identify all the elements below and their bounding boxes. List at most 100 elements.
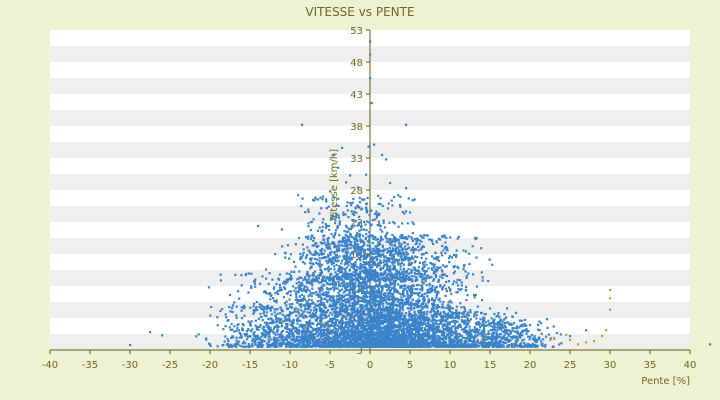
data-point — [369, 289, 373, 293]
data-point — [327, 291, 330, 294]
data-point — [393, 290, 396, 293]
data-point — [349, 298, 353, 301]
data-point — [349, 325, 352, 328]
data-point — [388, 241, 392, 245]
data-point — [360, 341, 363, 344]
data-point — [329, 295, 333, 298]
data-point — [432, 299, 436, 303]
data-point — [422, 301, 425, 305]
data-point — [275, 301, 278, 304]
data-point — [368, 312, 371, 315]
data-point — [375, 289, 378, 292]
data-point — [339, 336, 342, 339]
data-point — [377, 287, 380, 291]
data-point — [321, 278, 324, 281]
data-point — [436, 258, 439, 261]
data-point — [298, 270, 301, 273]
data-point — [469, 335, 472, 338]
data-point — [449, 299, 452, 303]
data-point — [319, 323, 322, 326]
data-point — [371, 323, 374, 326]
data-point — [315, 343, 318, 346]
data-point — [439, 300, 442, 303]
data-point — [359, 289, 362, 292]
data-point — [300, 276, 303, 280]
data-point — [322, 301, 325, 304]
data-point — [341, 314, 344, 317]
data-point — [333, 314, 337, 318]
data-point — [242, 304, 246, 307]
data-point — [320, 307, 323, 311]
data-point — [441, 319, 444, 322]
data-point — [228, 305, 231, 309]
data-point — [369, 300, 372, 303]
data-point — [364, 237, 367, 241]
data-point — [374, 333, 377, 336]
data-point — [400, 254, 403, 258]
data-point — [382, 279, 386, 282]
data-point — [439, 336, 442, 339]
data-point — [392, 235, 396, 239]
data-point — [383, 344, 386, 347]
data-point — [439, 275, 442, 278]
data-point — [267, 282, 270, 285]
data-point — [336, 330, 339, 333]
data-point — [383, 342, 386, 345]
data-point — [413, 307, 416, 310]
data-point — [426, 318, 429, 321]
x-tick-label: 5 — [407, 360, 413, 371]
data-point — [411, 284, 414, 288]
data-point — [387, 287, 390, 290]
data-point — [399, 302, 402, 305]
data-point — [416, 288, 419, 291]
data-point — [452, 320, 455, 323]
data-point — [351, 303, 355, 306]
data-point — [391, 325, 395, 329]
data-point — [338, 284, 341, 288]
data-point — [316, 330, 319, 334]
data-point — [254, 285, 257, 288]
data-point — [386, 306, 389, 309]
data-point — [365, 287, 368, 290]
data-point — [260, 335, 263, 338]
data-point — [318, 257, 321, 260]
data-point — [397, 270, 401, 273]
data-point — [384, 260, 387, 263]
data-point — [375, 325, 378, 328]
data-point — [334, 303, 337, 307]
data-point — [443, 246, 446, 250]
data-point — [391, 321, 394, 324]
data-point — [288, 306, 292, 309]
data-point — [391, 309, 394, 312]
data-point — [378, 253, 381, 256]
data-point — [342, 299, 346, 303]
data-point — [331, 280, 335, 284]
data-point — [416, 239, 419, 242]
data-point — [393, 337, 396, 340]
data-point — [393, 310, 396, 313]
data-point — [394, 324, 397, 327]
data-point — [336, 269, 340, 272]
data-point — [388, 257, 391, 260]
data-point — [307, 235, 310, 238]
data-point — [411, 327, 415, 330]
data-point — [390, 287, 393, 290]
data-point — [312, 239, 315, 242]
data-point — [310, 292, 313, 295]
data-point — [429, 261, 432, 264]
data-point — [410, 330, 414, 333]
data-point — [388, 273, 391, 276]
data-point — [297, 291, 300, 294]
data-point — [292, 337, 295, 340]
data-point — [452, 280, 456, 283]
data-point — [328, 320, 331, 323]
data-point — [406, 256, 409, 259]
data-point — [444, 241, 447, 244]
data-point — [346, 247, 350, 250]
data-point — [437, 313, 440, 316]
data-point — [433, 288, 437, 291]
data-point — [316, 304, 319, 307]
data-point — [374, 308, 377, 311]
data-point — [307, 280, 310, 283]
data-point — [287, 318, 290, 321]
